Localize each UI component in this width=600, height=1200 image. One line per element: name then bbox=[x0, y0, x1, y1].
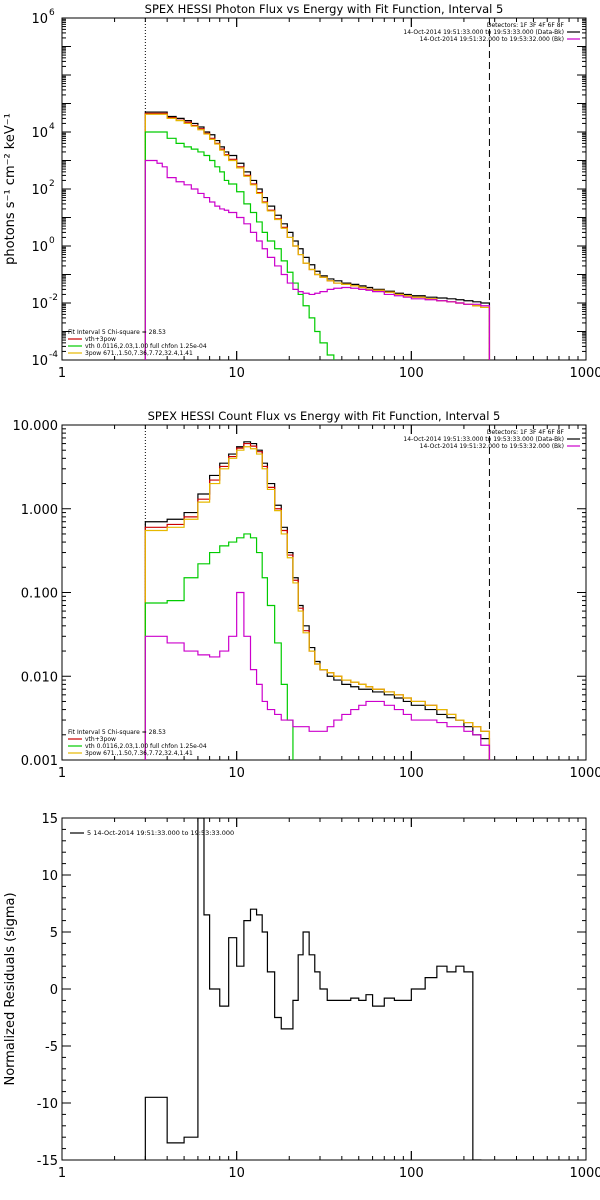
x-tick-label: 1 bbox=[58, 766, 66, 781]
y-tick-label: 0.100 bbox=[21, 587, 58, 602]
plot-frame bbox=[61, 17, 587, 361]
y-tick-label: 10 bbox=[31, 297, 48, 312]
x-tick-label: 1 bbox=[58, 366, 66, 381]
y-axis-label: Normalized Residuals (sigma) bbox=[3, 892, 18, 1085]
y-tick-exponent: 2 bbox=[49, 179, 55, 189]
legend-bottom-entry: vth 0.0116,2.03,1.00 full chfon 1.25e-04 bbox=[85, 743, 207, 750]
y-tick-label: 10 bbox=[31, 126, 48, 141]
legend-bottom-entry: Fit Interval 5 Chi-square = 28.53 bbox=[68, 729, 166, 736]
legend-top-entry: 14-Oct-2014 19:51:32.000 to 19:53:32.000… bbox=[420, 443, 564, 450]
series-vth-line bbox=[144, 131, 335, 360]
x-tick-label: 1000 bbox=[569, 766, 600, 781]
x-tick-label: 10 bbox=[228, 366, 245, 381]
legend-bottom-entry: vth 0.0116,2.03,1.00 full chfon 1.25e-04 bbox=[85, 343, 207, 350]
y-tick-label: 10 bbox=[31, 183, 48, 198]
series-data-line bbox=[144, 111, 491, 360]
x-tick-label: 1000 bbox=[569, 1166, 600, 1181]
y-tick-label: 10 bbox=[31, 354, 48, 369]
legend-bottom-entry: 3pow 671.,1.50,7.36,7.72,32.4,1.41 bbox=[85, 750, 193, 757]
series-group bbox=[144, 818, 482, 1160]
y-tick-exponent: 4 bbox=[49, 122, 55, 132]
y-tick-exponent: 6 bbox=[49, 8, 55, 18]
legend-top-entry: Detectors: 1F 3F 4F 6F 8F bbox=[487, 22, 565, 29]
y-tick-label: -10 bbox=[37, 1097, 58, 1112]
y-tick-label: 10 bbox=[31, 240, 48, 255]
chart-panel-1: SPEX HESSI Photon Flux vs Energy with Fi… bbox=[3, 2, 600, 381]
y-tick-label: 0 bbox=[50, 983, 58, 998]
y-tick-label: -15 bbox=[37, 1154, 58, 1169]
plot-frame bbox=[61, 424, 587, 761]
y-tick-label: 15 bbox=[41, 812, 58, 827]
legend-bottom-entry: vth+3pow bbox=[85, 336, 116, 343]
x-tick-label: 100 bbox=[399, 1166, 424, 1181]
y-tick-label: 1.000 bbox=[21, 503, 58, 518]
y-tick-label: 0.001 bbox=[21, 754, 58, 769]
series-bk-line bbox=[144, 591, 491, 760]
chart-panel-2: SPEX HESSI Count Flux vs Energy with Fit… bbox=[13, 409, 600, 781]
series-vth+3pow-line bbox=[144, 442, 491, 760]
series-group bbox=[144, 111, 491, 360]
x-tick-label: 10 bbox=[228, 1166, 245, 1181]
x-tick-label: 100 bbox=[399, 766, 424, 781]
legend-entry: 5 14-Oct-2014 19:51:33.000 to 19:53:33.0… bbox=[87, 829, 234, 837]
legend-bottom-entry: vth+3pow bbox=[85, 736, 116, 743]
x-tick-label: 100 bbox=[399, 366, 424, 381]
series-data-line bbox=[144, 441, 491, 760]
chart-title: SPEX HESSI Count Flux vs Energy with Fit… bbox=[148, 409, 501, 423]
x-tick-label: 10 bbox=[228, 766, 245, 781]
x-tick-label: 1 bbox=[58, 1166, 66, 1181]
y-axis-label: photons s⁻¹ cm⁻² keV⁻¹ bbox=[3, 113, 18, 265]
legend-top-entry: 14-Oct-2014 19:51:33.000 to 19:53:33.000… bbox=[403, 436, 564, 443]
chart-panel-3: 1 10 100 1000 15 10 5 0 -5 -10 -15 Normalized Resid… bbox=[3, 812, 600, 1181]
y-tick-label: 10 bbox=[31, 12, 48, 27]
legend-bottom-entry: 3pow 671.,1.50,7.36,7.72,32.4,1.41 bbox=[85, 350, 193, 357]
series-3pow-line bbox=[144, 446, 491, 760]
y-tick-exponent: -4 bbox=[49, 350, 58, 360]
y-tick-label: 10.000 bbox=[13, 419, 59, 434]
y-tick-exponent: 0 bbox=[49, 236, 55, 246]
series-group bbox=[144, 441, 491, 760]
chart-title: SPEX HESSI Photon Flux vs Energy with Fi… bbox=[145, 2, 504, 16]
series-residuals-line bbox=[144, 818, 482, 1160]
series-bk-line bbox=[144, 159, 491, 360]
legend-top-entry: 14-Oct-2014 19:51:33.000 to 19:53:33.000… bbox=[403, 29, 564, 36]
y-tick-label: 0.010 bbox=[21, 670, 58, 685]
legend-top-entry: Detectors: 1F 3F 4F 6F 8F bbox=[487, 429, 565, 436]
legend-bottom-entry: Fit Interval 5 Chi-square = 28.53 bbox=[68, 329, 166, 336]
series-vth+3pow-line bbox=[144, 112, 491, 360]
series-vth-line bbox=[144, 533, 294, 760]
y-tick-label: 10 bbox=[41, 869, 58, 884]
x-tick-label: 1000 bbox=[569, 366, 600, 381]
y-tick-exponent: -2 bbox=[49, 293, 58, 303]
y-tick-label: -5 bbox=[45, 1040, 58, 1055]
y-tick-label: 5 bbox=[50, 926, 58, 941]
legend-top-entry: 14-Oct-2014 19:51:32.000 to 19:53:32.000… bbox=[420, 36, 564, 43]
series-3pow-line bbox=[144, 113, 491, 360]
